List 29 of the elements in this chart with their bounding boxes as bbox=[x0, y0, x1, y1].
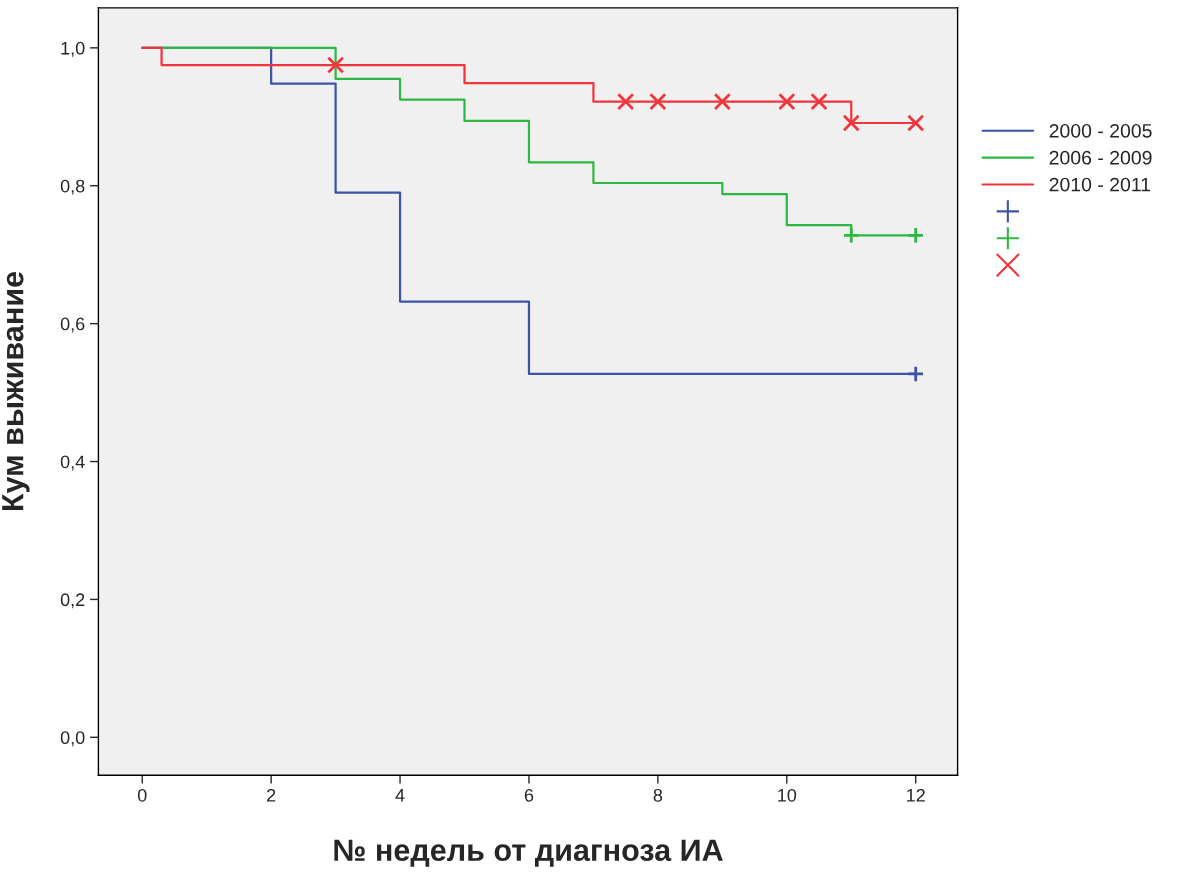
point bbox=[842, 114, 860, 132]
x-tick-label: 8 bbox=[653, 788, 663, 802]
y-tick-label: 0,6 bbox=[60, 317, 85, 333]
legend-label: 2000 - 2005 bbox=[1049, 123, 1152, 138]
point bbox=[907, 365, 925, 383]
x-tick-label: 2 bbox=[267, 788, 276, 802]
point bbox=[326, 56, 345, 74]
x-axis-title: № недель от диагноза ИА bbox=[334, 839, 723, 867]
point bbox=[907, 226, 925, 245]
point bbox=[842, 226, 860, 245]
y-tick-label: 0,2 bbox=[60, 593, 85, 609]
y-tick-label: 0,0 bbox=[60, 731, 85, 747]
y-axis-title: Кум выживание bbox=[2, 271, 30, 511]
x-tick-label: 4 bbox=[395, 789, 405, 802]
x-tick-label: 12 bbox=[907, 788, 925, 802]
y-tick-label: 1,0 bbox=[61, 41, 85, 57]
x-tick-label: 6 bbox=[524, 788, 534, 802]
legend-label: 2010 - 2011 bbox=[1049, 177, 1151, 192]
point bbox=[713, 92, 732, 111]
x-tick-label: 0 bbox=[137, 788, 147, 802]
y-tick-label: 0,8 bbox=[60, 179, 85, 195]
point bbox=[616, 92, 635, 111]
point bbox=[778, 92, 796, 111]
point bbox=[907, 114, 925, 132]
legend-label: 2006 - 2009 bbox=[1049, 150, 1152, 165]
y-tick-label: 0,4 bbox=[60, 455, 85, 471]
point bbox=[649, 92, 667, 111]
x-tick-label: 10 bbox=[778, 788, 797, 802]
point bbox=[810, 92, 828, 111]
